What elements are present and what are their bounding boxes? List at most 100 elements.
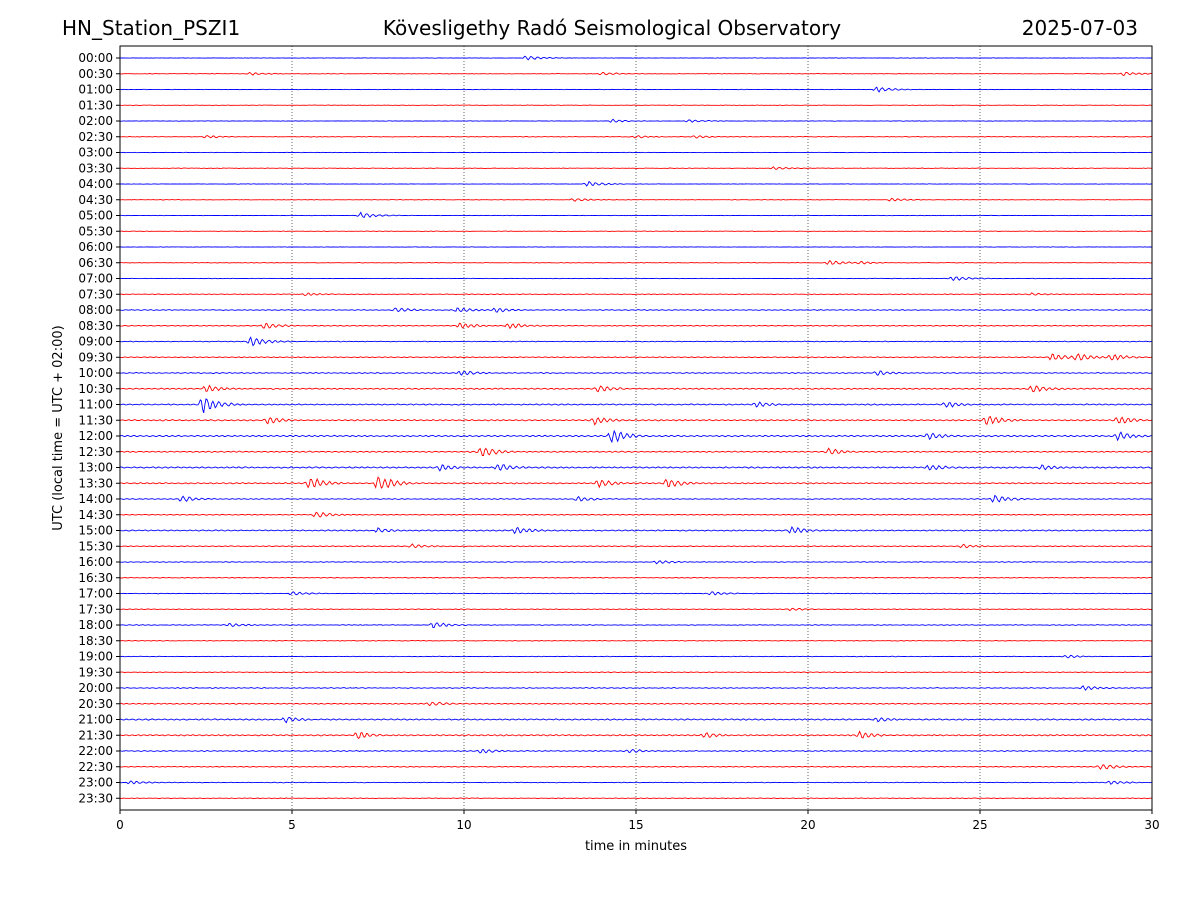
trace-line (120, 607, 1153, 612)
trace-line (119, 322, 1153, 330)
y-tick-label: 16:30 (78, 571, 113, 585)
trace-line (119, 104, 1152, 106)
trace-line (120, 476, 1153, 489)
y-tick-label: 17:00 (78, 587, 113, 601)
y-tick-label: 17:30 (78, 602, 113, 616)
y-tick-label: 04:30 (78, 193, 113, 207)
trace-line (119, 780, 1153, 785)
plot-frame (119, 45, 1153, 811)
trace-line (120, 211, 1152, 218)
y-tick-label: 10:30 (78, 382, 113, 396)
y-tick-label: 12:00 (78, 429, 113, 443)
x-tick-label: 0 (116, 818, 124, 832)
y-tick-label: 03:30 (78, 161, 113, 175)
trace-line (119, 685, 1153, 691)
y-tick-label: 18:30 (78, 634, 113, 648)
trace-line (119, 246, 1153, 248)
trace-line (119, 276, 1152, 282)
y-tick-label: 15:00 (78, 524, 113, 538)
y-tick-label: 12:30 (78, 445, 113, 459)
trace-line (119, 197, 1153, 202)
x-tick-label: 10 (456, 818, 471, 832)
trace-line (119, 464, 1153, 472)
trace-line (119, 180, 1153, 187)
x-tick-label: 25 (972, 818, 987, 832)
trace-line (119, 353, 1153, 361)
y-tick-label: 15:30 (78, 539, 113, 553)
trace-line (119, 730, 1153, 740)
x-axis-label: time in minutes (585, 839, 687, 854)
y-tick-label: 10:00 (78, 366, 113, 380)
y-tick-label: 09:30 (78, 350, 113, 364)
y-axis-label: UTC (local time = UTC + 02:00) (51, 325, 66, 530)
date-title: 2025-07-03 (1022, 16, 1138, 40)
y-tick-label: 09:00 (78, 335, 113, 349)
y-tick-label: 11:00 (78, 398, 113, 412)
trace-line (119, 639, 1153, 642)
seismic-traces (119, 55, 1153, 800)
x-tick-label: 30 (1144, 818, 1159, 832)
y-tick-label: 02:30 (78, 130, 113, 144)
y-tick-label: 14:30 (78, 508, 113, 522)
trace-line (119, 384, 1153, 393)
y-tick-label: 00:00 (78, 51, 113, 65)
trace-line (120, 701, 1153, 707)
trace-line (119, 307, 1153, 313)
grid-lines (291, 46, 981, 810)
x-tick-label: 5 (288, 818, 296, 832)
y-tick-label: 01:00 (78, 83, 113, 97)
trace-line (119, 118, 1152, 123)
trace-line (119, 576, 1153, 579)
y-tick-label: 21:30 (78, 728, 113, 742)
trace-line (119, 511, 1153, 518)
trace-line (120, 259, 1152, 265)
trace-line (119, 415, 1153, 426)
y-tick-label: 04:00 (78, 177, 113, 191)
trace-line (119, 336, 1153, 347)
trace-line (119, 560, 1153, 565)
x-tick-label: 15 (628, 818, 643, 832)
y-tick-label: 00:30 (78, 67, 113, 81)
y-tick-label: 11:30 (78, 413, 113, 427)
y-tick-label: 03:00 (78, 146, 113, 160)
y-tick-label: 22:30 (78, 760, 113, 774)
y-tick-label: 16:00 (78, 555, 113, 569)
trace-line (119, 797, 1153, 800)
y-tick-label: 08:00 (78, 303, 113, 317)
trace-line (119, 716, 1153, 724)
y-tick-label: 14:00 (78, 492, 113, 506)
y-tick-label: 13:00 (78, 461, 113, 475)
y-tick-label: 13:30 (78, 476, 113, 490)
y-tick-label: 05:00 (78, 209, 113, 223)
trace-line (119, 494, 1153, 503)
trace-line (119, 671, 1153, 674)
y-tick-label: 23:00 (78, 776, 113, 790)
y-tick-label: 07:30 (78, 287, 113, 301)
y-tick-label: 22:00 (78, 744, 113, 758)
y-tick-label: 20:30 (78, 697, 113, 711)
trace-line (119, 748, 1153, 754)
y-tick-label: 01:30 (78, 98, 113, 112)
y-tick-label: 06:30 (78, 256, 113, 270)
trace-line (119, 764, 1152, 771)
trace-line (119, 166, 1153, 170)
y-tick-label: 19:00 (78, 650, 113, 664)
y-tick-label: 19:30 (78, 665, 113, 679)
observatory-title: Kövesligethy Radó Seismological Observat… (383, 16, 841, 40)
y-tick-label: 21:00 (78, 713, 113, 727)
trace-line (119, 71, 1153, 77)
y-tick-label: 06:00 (78, 240, 113, 254)
y-tick-label: 23:30 (78, 791, 113, 805)
x-tick-label: 20 (800, 818, 815, 832)
trace-line (119, 292, 1153, 296)
y-tick-label: 18:00 (78, 618, 113, 632)
trace-line (119, 543, 1152, 549)
y-tick-label: 05:30 (78, 224, 113, 238)
trace-line (119, 370, 1153, 376)
y-tick-label: 08:30 (78, 319, 113, 333)
trace-line (119, 230, 1153, 232)
y-tick-label: 20:00 (78, 681, 113, 695)
trace-line (119, 447, 1152, 456)
